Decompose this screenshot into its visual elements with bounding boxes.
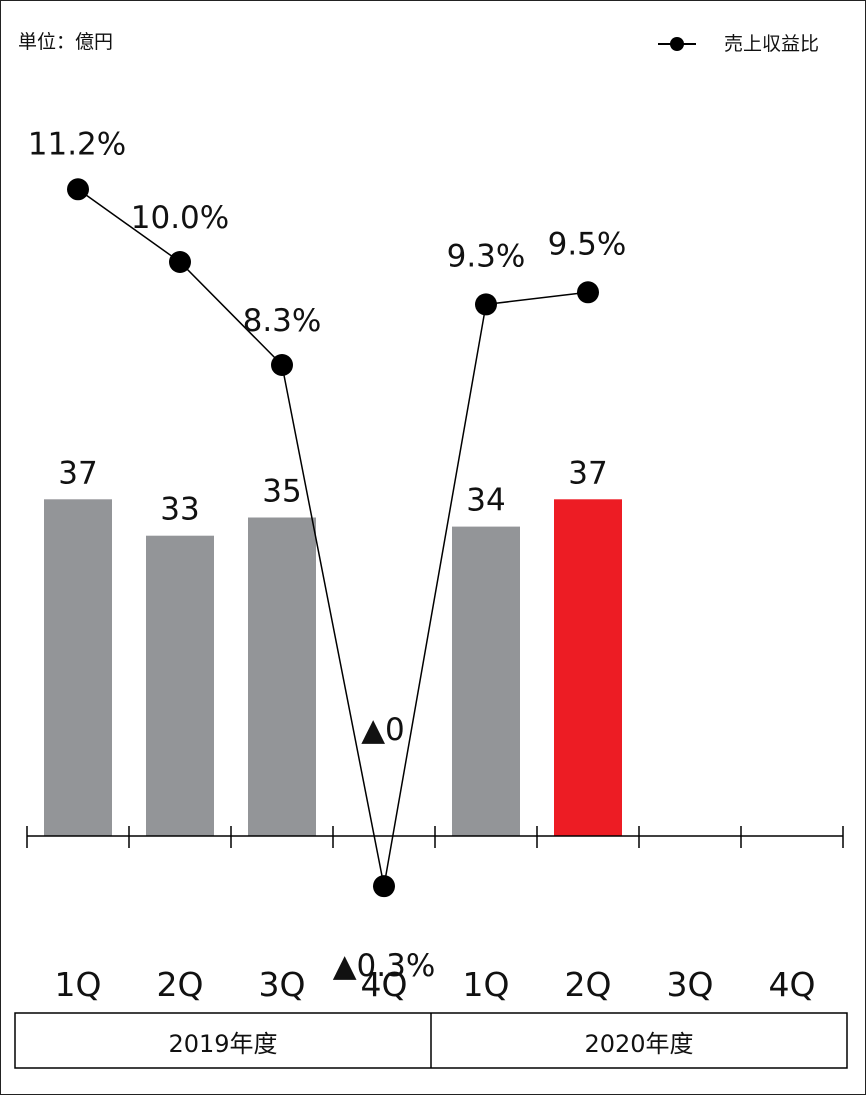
bar-value-label: 34 bbox=[466, 483, 505, 519]
bar-value-label: ▲0 bbox=[361, 712, 405, 748]
category-label: 4Q bbox=[361, 965, 408, 1004]
category-labels: 1Q 2Q 3Q 4Q 1Q 2Q 3Q 4Q bbox=[55, 965, 816, 1004]
unit-label: 単位：億円 bbox=[18, 31, 113, 53]
year-group-label: 2020年度 bbox=[584, 1030, 693, 1058]
legend-label: 売上収益比 bbox=[724, 33, 819, 55]
category-label: 3Q bbox=[667, 965, 714, 1004]
bar-value-label: 33 bbox=[160, 492, 199, 528]
ratio-point-2 bbox=[169, 251, 191, 273]
line-series bbox=[67, 178, 599, 898]
year-groups: 2019年度 2020年度 bbox=[14, 1012, 848, 1069]
bar-value-label: 37 bbox=[568, 455, 607, 491]
bar-value-label: 37 bbox=[58, 455, 97, 491]
category-label: 3Q bbox=[259, 965, 306, 1004]
data-labels: 37 33 35 ▲0 34 37 11.2% 10.0% 8.3% ▲0.3% 9.3% 9.5% bbox=[28, 126, 627, 984]
ratio-value-label: 9.3% bbox=[447, 238, 526, 274]
ratio-value-label: ▲0.3% bbox=[333, 948, 436, 984]
bar-value-label: 35 bbox=[262, 474, 301, 510]
category-label: 2Q bbox=[565, 965, 612, 1004]
category-label: 1Q bbox=[463, 965, 510, 1004]
legend-marker-swatch bbox=[670, 37, 684, 51]
legend: 売上収益比 bbox=[658, 33, 819, 55]
bar-2 bbox=[146, 535, 214, 836]
ratio-point-5 bbox=[475, 293, 497, 316]
category-label: 2Q bbox=[157, 965, 204, 1004]
ratio-value-label: 10.0% bbox=[131, 200, 229, 236]
ratio-point-1 bbox=[67, 178, 89, 201]
ratio-value-label: 11.2% bbox=[28, 126, 126, 162]
ratio-point-3 bbox=[271, 354, 293, 377]
ratio-point-6 bbox=[577, 281, 599, 304]
bar-series bbox=[44, 499, 622, 836]
year-group-label: 2019年度 bbox=[168, 1030, 277, 1058]
bar-5 bbox=[452, 526, 520, 836]
ratio-value-label: 8.3% bbox=[243, 303, 322, 339]
x-axis bbox=[26, 826, 844, 848]
ratio-point-4 bbox=[373, 875, 395, 898]
ratio-value-label: 9.5% bbox=[548, 226, 627, 262]
bar-3 bbox=[248, 517, 316, 836]
ratio-line bbox=[77, 188, 589, 887]
category-label: 4Q bbox=[769, 965, 816, 1004]
bar-1 bbox=[44, 499, 112, 836]
bar-6 bbox=[554, 499, 622, 836]
category-label: 1Q bbox=[55, 965, 102, 1004]
